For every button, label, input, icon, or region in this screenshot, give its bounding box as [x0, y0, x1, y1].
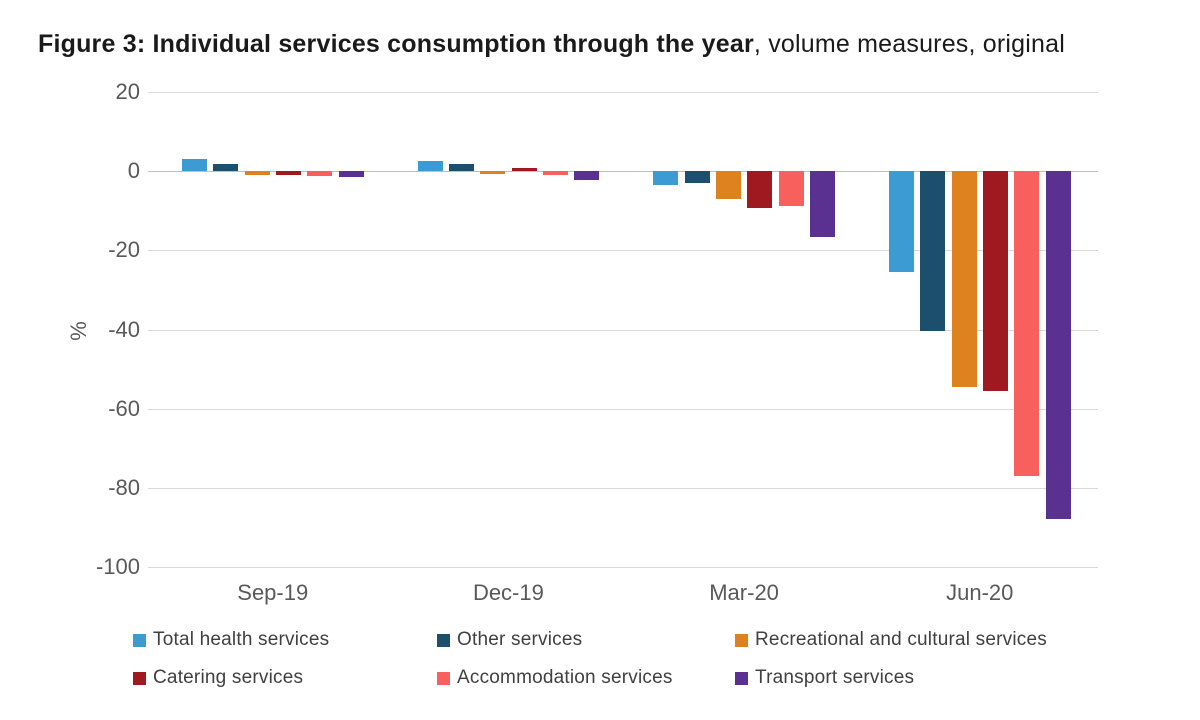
bar-other-services-mar-20: [684, 171, 710, 183]
legend-swatch-transport-services: [735, 671, 748, 685]
gridline--60: [148, 408, 1098, 410]
bar-transport-services-mar-20: [809, 171, 835, 237]
bar-total-health-services-jun-20: [889, 171, 914, 273]
bar-recreational-and-cultural-services-dec-19: [480, 171, 506, 174]
legend-item-catering-services: Catering services: [133, 667, 303, 689]
figure-title: Figure 3: Individual services consumptio…: [38, 30, 1065, 59]
y-tick--60: -60: [108, 395, 140, 421]
bar-recreational-and-cultural-services-jun-20: [951, 171, 977, 387]
bar-accommodation-services-dec-19: [542, 171, 568, 176]
figure-title-suffix: , volume measures, original: [753, 30, 1065, 58]
x-label-dec-19: Dec-19: [472, 580, 544, 605]
bar-other-services-jun-20: [920, 171, 946, 332]
legend-item-accommodation-services: Accommodation services: [437, 667, 673, 689]
legend-label-other-services: Other services: [457, 629, 583, 650]
bar-transport-services-sep-19: [338, 171, 364, 178]
x-label-mar-20: Mar-20: [709, 580, 779, 605]
y-tick--40: -40: [108, 316, 140, 342]
y-tick-20: 20: [115, 79, 140, 104]
bar-transport-services-jun-20: [1045, 171, 1071, 520]
bar-total-health-services-mar-20: [653, 171, 679, 185]
bar-accommodation-services-jun-20: [1014, 171, 1040, 476]
bar-catering-services-jun-20: [982, 171, 1008, 391]
legend-label-catering-services: Catering services: [153, 667, 304, 688]
legend-item-total-health-services: Total health services: [133, 629, 329, 651]
plot-area: [148, 92, 1098, 568]
legend-label-transport-services: Transport services: [755, 667, 915, 688]
gridline--100: [148, 567, 1098, 568]
figure-title-bold: Figure 3: Individual services consumptio…: [38, 30, 754, 58]
bar-recreational-and-cultural-services-mar-20: [715, 171, 741, 199]
bar-recreational-and-cultural-services-sep-19: [244, 171, 270, 176]
bar-transport-services-dec-19: [574, 171, 600, 181]
gridline--20: [148, 250, 1098, 252]
bar-other-services-dec-19: [448, 163, 474, 172]
legend-label-total-health-services: Total health services: [153, 629, 330, 650]
x-label-jun-20: Jun-20: [946, 580, 1014, 605]
y-tick--80: -80: [108, 474, 140, 500]
gridline--80: [148, 487, 1098, 489]
legend-swatch-catering-services: [133, 671, 146, 685]
bar-catering-services-mar-20: [747, 171, 773, 209]
legend-swatch-other-services: [437, 633, 450, 647]
legend-item-recreational-and-cultural-services: Recreational and cultural services: [735, 629, 1047, 651]
zero-gridline: [148, 171, 1098, 173]
gridline--40: [148, 329, 1098, 331]
y-tick-0: 0: [127, 158, 140, 184]
x-label-sep-19: Sep-19: [237, 580, 309, 605]
y-tick--100: -100: [95, 554, 140, 579]
bar-catering-services-dec-19: [511, 168, 537, 172]
bar-catering-services-sep-19: [275, 171, 301, 175]
bar-accommodation-services-mar-20: [778, 171, 804, 207]
bar-other-services-sep-19: [213, 163, 239, 172]
legend-label-recreational-and-cultural-services: Recreational and cultural services: [755, 629, 1047, 650]
legend-label-accommodation-services: Accommodation services: [457, 667, 673, 688]
legend-swatch-total-health-services: [133, 633, 146, 647]
bar-accommodation-services-sep-19: [307, 171, 333, 176]
legend-item-transport-services: Transport services: [735, 667, 914, 689]
gridline-20: [148, 92, 1098, 93]
legend-item-other-services: Other services: [437, 629, 582, 651]
bar-total-health-services-dec-19: [417, 160, 443, 172]
bar-total-health-services-sep-19: [182, 159, 207, 172]
legend-swatch-accommodation-services: [437, 671, 450, 685]
y-tick--20: -20: [108, 237, 140, 263]
legend-swatch-recreational-and-cultural-services: [735, 633, 748, 647]
